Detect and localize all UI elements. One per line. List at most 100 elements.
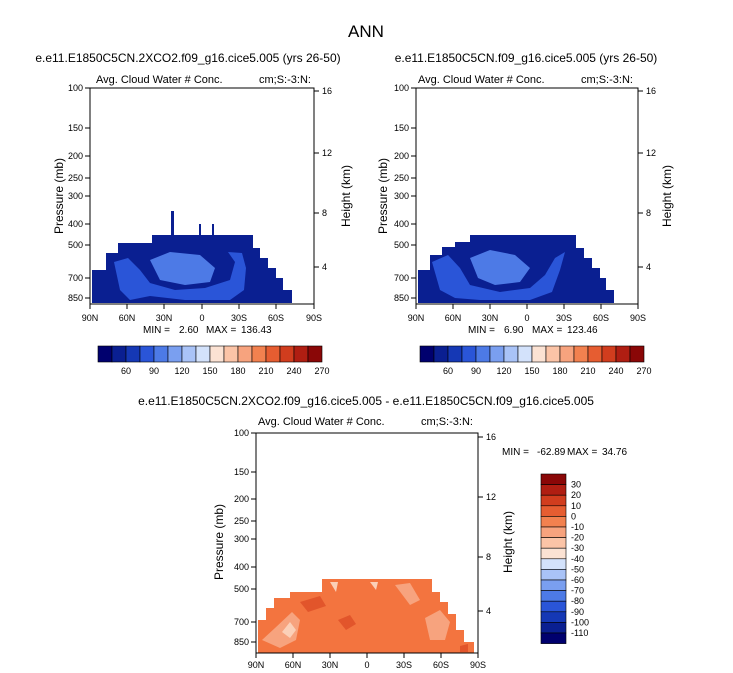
panel-1-colorbar-labels: 60 90 120 150 180 210 240 270 [121,366,330,376]
panel-2-y-axis-label: Pressure (mb) [376,158,390,234]
colorbar-label: -20 [571,533,584,543]
panel-3-y2-axis-label: Height (km) [501,511,515,573]
panel-3-max-label: MAX = [567,447,597,458]
panel-1-y2-tick-label: 4 [322,262,327,272]
panel-3-y-axis-label: Pressure (mb) [212,504,226,580]
colorbar-label: 120 [174,366,189,376]
panel-1-units-label: cm;S:-3:N: [259,74,311,86]
colorbar-swatch [540,484,567,496]
colorbar-swatch [540,632,567,644]
panel-3-diff-pale-patch [282,622,296,638]
colorbar-swatch [540,579,567,591]
colorbar-swatch [111,345,127,363]
colorbar-swatch [489,345,505,363]
panel-1-x-ticks [89,304,315,309]
panel-3-x-tick-label: 0 [364,660,369,670]
panel-3-y-tick-label: 850 [234,637,249,647]
colorbar-swatch [540,526,567,538]
panel-2-cloud-inner [432,252,565,300]
panel-3-colorbar [540,473,567,644]
panel-2-min-value: 6.90 [504,325,524,336]
panel-1-y2-tick-label: 8 [322,208,327,218]
colorbar-label: 210 [258,366,273,376]
panel-1-max-label: MAX = [206,325,236,336]
colorbar-swatch [540,537,567,549]
colorbar-swatch [615,345,631,363]
panel-3-diff-pale-patch [370,582,378,590]
colorbar-label: 150 [524,366,539,376]
panel-1-x-tick-label: 60N [119,313,136,323]
panel-3-x-tick-label: 30N [322,660,339,670]
panel-1-y-tick-label: 700 [68,273,83,283]
panel-2-y-tick-label: 300 [394,191,409,201]
colorbar-swatch [237,345,253,363]
panel-1-y-tick-label: 300 [68,191,83,201]
panel-3-max-value: 34.76 [602,447,627,458]
panel-1-cloud-inner [114,252,246,300]
colorbar-label: 90 [471,366,481,376]
colorbar-label: 0 [571,511,576,521]
panel-3-diff-dark-patch [338,615,356,630]
panel-3-y-tick-label: 150 [234,467,249,477]
panel-3-diff-region [258,579,474,653]
colorbar-label: 240 [608,366,623,376]
colorbar-label: -110 [571,628,588,638]
colorbar-label: 270 [314,366,329,376]
colorbar-swatch [125,345,141,363]
panel-2-y-tick-label: 100 [394,83,409,93]
panel-3-y-tick-label: 400 [234,562,249,572]
colorbar-swatch [540,516,567,528]
panel-1-y-tick-label: 850 [68,293,83,303]
colorbar-swatch [540,558,567,570]
panel-1-y2-tick-label: 16 [322,86,332,96]
panel-2-x-tick-label: 90S [630,313,646,323]
colorbar-label: -50 [571,564,584,574]
panel-3-diff-dark-patch [300,596,326,612]
colorbar-label: 60 [121,366,131,376]
panel-3-y2-tick-label: 16 [486,432,496,442]
panel-2-field [418,235,614,303]
panel-3-x-tick-label: 60S [433,660,449,670]
colorbar-swatch [540,473,567,485]
colorbar-swatch [540,611,567,623]
panel-3-y-ticks [251,432,256,643]
colorbar-swatch [540,622,567,634]
colorbar-label: -100 [571,617,589,627]
colorbar-label: -60 [571,575,584,585]
panel-1-y-tick-label: 250 [68,173,83,183]
panel-1-max-value: 136.43 [241,325,272,336]
panel-3-y-tick-label: 700 [234,617,249,627]
colorbar-label: 60 [443,366,453,376]
panel-3-y2-tick-label: 12 [486,492,496,502]
colorbar-label: 150 [202,366,217,376]
panel-1-y-tick-label: 100 [68,83,83,93]
panel-1-x-tick-label: 0 [199,313,204,323]
panel-3-y-tick-label: 300 [234,534,249,544]
colorbar-label: 180 [230,366,245,376]
panel-3-y-tick-label: 500 [234,584,249,594]
panel-3-units-label: cm;S:-3:N: [421,416,473,428]
panel-2-y-tick-label: 700 [394,273,409,283]
colorbar-swatch [167,345,183,363]
panel-3-x-tick-label: 30S [396,660,412,670]
colorbar-swatch [545,345,561,363]
panel-3-min-label: MIN = [502,447,529,458]
panel-2-colorbar-labels: 60 90 120 150 180 210 240 270 [443,366,652,376]
colorbar-label: 270 [636,366,651,376]
panel-1-colorbar [97,345,323,363]
colorbar-label: 30 [571,480,581,490]
panel-2-y2-tick-label: 8 [646,208,651,218]
panel-2-y-tick-label: 250 [394,173,409,183]
panel-3-x-tick-label: 90N [248,660,265,670]
colorbar-swatch [97,345,113,363]
colorbar-label: 180 [552,366,567,376]
panel-3-x-tick-label: 60N [285,660,302,670]
colorbar-swatch [629,345,645,363]
colorbar-label: -10 [571,522,584,532]
panel-1-y-tick-label: 150 [68,123,83,133]
panel-1-y2-ticks [314,90,319,268]
colorbar-label: 120 [496,366,511,376]
panel-1-min-label: MIN = [143,325,170,336]
panel-1-cloud-inner-light [150,252,215,285]
panel-3-y-tick-label: 200 [234,494,249,504]
